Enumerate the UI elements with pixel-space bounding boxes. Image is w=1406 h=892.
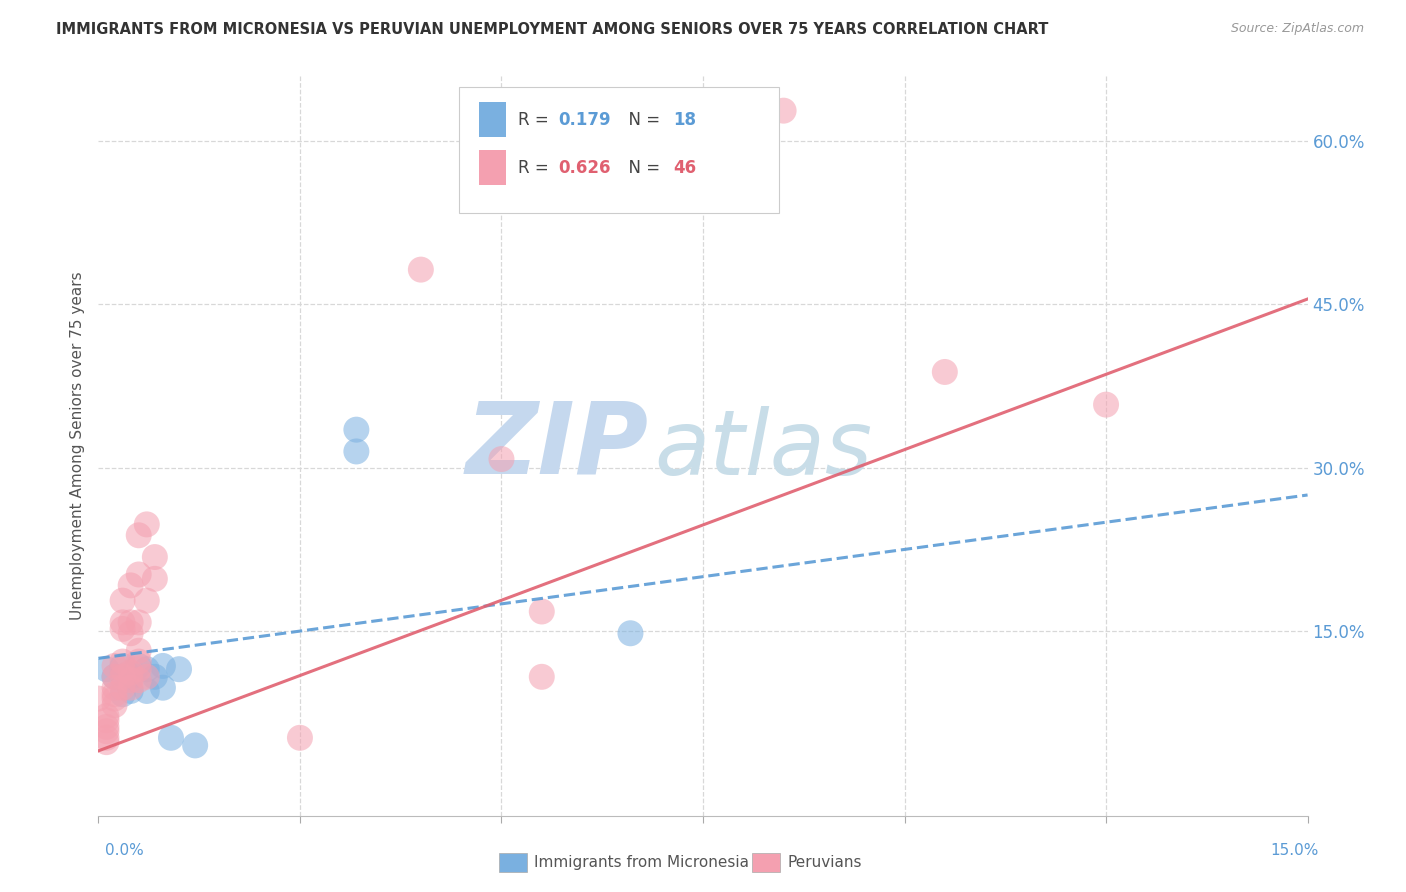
Point — [344, 444, 367, 458]
Text: Immigrants from Micronesia: Immigrants from Micronesia — [534, 855, 749, 870]
Point — [152, 659, 174, 673]
Point — [96, 714, 118, 728]
Point — [135, 662, 157, 676]
Point — [103, 670, 125, 684]
Point — [344, 423, 367, 437]
Point — [96, 662, 118, 676]
Point — [128, 567, 150, 582]
Text: ZIP: ZIP — [465, 398, 648, 494]
Point — [111, 681, 134, 695]
Point — [128, 655, 150, 669]
Point — [934, 365, 956, 379]
Point — [143, 670, 166, 684]
Point — [135, 593, 157, 607]
Text: Source: ZipAtlas.com: Source: ZipAtlas.com — [1230, 22, 1364, 36]
Text: IMMIGRANTS FROM MICRONESIA VS PERUVIAN UNEMPLOYMENT AMONG SENIORS OVER 75 YEARS : IMMIGRANTS FROM MICRONESIA VS PERUVIAN U… — [56, 22, 1049, 37]
Point — [111, 622, 134, 636]
Point — [160, 731, 183, 745]
Point — [96, 724, 118, 739]
Point — [143, 549, 166, 565]
Text: 0.0%: 0.0% — [105, 843, 145, 857]
Point — [128, 528, 150, 542]
Text: 46: 46 — [673, 159, 696, 177]
Point — [111, 593, 134, 607]
Point — [111, 687, 134, 701]
Point — [167, 662, 190, 676]
Point — [128, 662, 150, 676]
Text: 15.0%: 15.0% — [1271, 843, 1319, 857]
Text: R =: R = — [517, 111, 554, 128]
Point — [111, 662, 134, 676]
Text: 0.626: 0.626 — [558, 159, 610, 177]
Point — [111, 615, 134, 630]
Point — [120, 578, 142, 592]
Point — [111, 670, 134, 684]
Point — [87, 691, 110, 706]
Point — [103, 659, 125, 673]
Point — [491, 452, 513, 467]
Point — [530, 605, 553, 619]
Point — [103, 670, 125, 684]
Point — [1095, 398, 1118, 412]
Point — [135, 517, 157, 532]
Point — [96, 720, 118, 734]
Point — [96, 731, 118, 745]
Point — [103, 687, 125, 701]
Point — [111, 655, 134, 669]
Text: 0.179: 0.179 — [558, 111, 610, 128]
Text: atlas: atlas — [655, 406, 873, 493]
Point — [152, 681, 174, 695]
Text: N =: N = — [619, 159, 665, 177]
Text: 18: 18 — [673, 111, 696, 128]
Point — [135, 684, 157, 698]
Point — [120, 681, 142, 695]
Point — [103, 698, 125, 712]
Point — [128, 615, 150, 630]
Point — [619, 626, 641, 640]
Point — [103, 681, 125, 695]
Text: Peruvians: Peruvians — [787, 855, 862, 870]
Point — [409, 262, 432, 277]
Point — [184, 739, 207, 753]
Point — [128, 643, 150, 657]
Point — [103, 691, 125, 706]
Point — [120, 684, 142, 698]
Point — [96, 709, 118, 723]
FancyBboxPatch shape — [458, 87, 779, 213]
Point — [120, 615, 142, 630]
Point — [120, 670, 142, 684]
Point — [96, 735, 118, 749]
Point — [120, 665, 142, 680]
Point — [111, 659, 134, 673]
Point — [120, 673, 142, 687]
Point — [128, 673, 150, 687]
Point — [143, 572, 166, 586]
Point — [288, 731, 311, 745]
Text: N =: N = — [619, 111, 665, 128]
Point — [530, 670, 553, 684]
FancyBboxPatch shape — [479, 102, 506, 137]
Y-axis label: Unemployment Among Seniors over 75 years: Unemployment Among Seniors over 75 years — [69, 272, 84, 620]
Point — [120, 626, 142, 640]
Point — [128, 659, 150, 673]
FancyBboxPatch shape — [479, 150, 506, 186]
Point — [772, 103, 794, 118]
Text: R =: R = — [517, 159, 554, 177]
Point — [135, 670, 157, 684]
